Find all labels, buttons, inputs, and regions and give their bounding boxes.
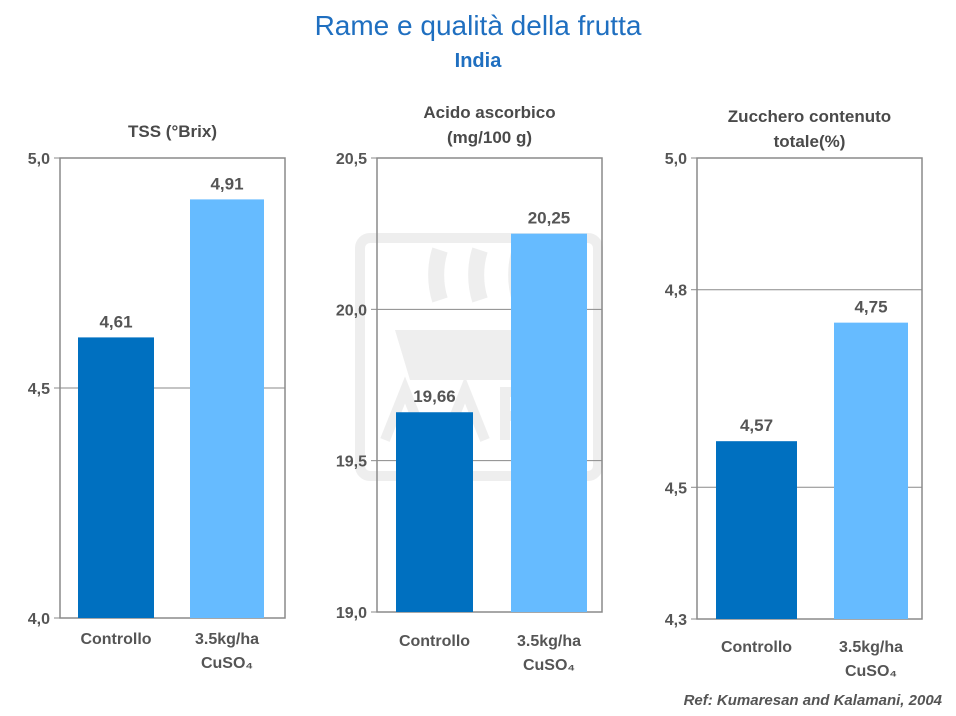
page-title: Rame e qualità della frutta bbox=[314, 10, 642, 41]
y-tick-label: 4,5 bbox=[665, 480, 687, 497]
category-label: 3.5kg/ha bbox=[839, 639, 903, 656]
category-label: 3.5kg/ha bbox=[517, 633, 581, 650]
bar-controllo bbox=[78, 337, 154, 618]
bar-controllo bbox=[396, 412, 473, 612]
category-label: Controllo bbox=[721, 639, 792, 656]
y-tick-label: 19,0 bbox=[336, 605, 367, 622]
category-label: Controllo bbox=[80, 631, 151, 648]
category-label: CuSO₄ bbox=[201, 655, 253, 672]
y-tick-label: 5,0 bbox=[28, 151, 50, 168]
data-label: 4,91 bbox=[210, 174, 243, 193]
bar-cuso4 bbox=[834, 322, 908, 619]
chart-title: TSS (°Brix) bbox=[128, 122, 217, 141]
y-tick-label: 5,0 bbox=[665, 151, 687, 168]
y-tick-label: 20,5 bbox=[336, 151, 367, 168]
chart-title: (mg/100 g) bbox=[447, 128, 532, 147]
page-subtitle: India bbox=[454, 50, 502, 72]
category-label: CuSO₄ bbox=[845, 663, 897, 680]
y-tick-label: 4,3 bbox=[665, 612, 687, 629]
data-label: 19,66 bbox=[413, 387, 456, 406]
data-label: 4,57 bbox=[740, 416, 773, 435]
reference-citation: Ref: Kumaresan and Kalamani, 2004 bbox=[683, 692, 942, 709]
category-label: 3.5kg/ha bbox=[195, 631, 259, 648]
chart-title: totale(%) bbox=[774, 132, 846, 151]
data-label: 4,61 bbox=[99, 312, 132, 331]
y-tick-label: 4,8 bbox=[665, 283, 687, 300]
y-tick-label: 20,0 bbox=[336, 302, 367, 319]
chart-title: Acido ascorbico bbox=[423, 103, 555, 122]
y-tick-label: 4,5 bbox=[28, 381, 50, 398]
bar-cuso4 bbox=[511, 233, 587, 612]
data-label: 20,25 bbox=[528, 209, 571, 228]
bar-cuso4 bbox=[190, 199, 264, 618]
category-label: CuSO₄ bbox=[523, 657, 575, 674]
bar-controllo bbox=[716, 441, 797, 619]
category-label: Controllo bbox=[399, 633, 470, 650]
y-tick-label: 4,0 bbox=[28, 611, 50, 628]
data-label: 4,75 bbox=[854, 298, 887, 317]
chart-title: Zucchero contenuto bbox=[728, 107, 891, 126]
y-tick-label: 19,5 bbox=[336, 454, 367, 471]
